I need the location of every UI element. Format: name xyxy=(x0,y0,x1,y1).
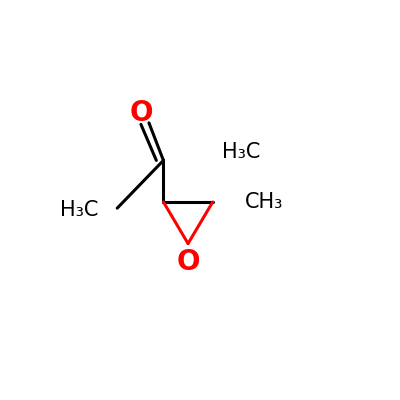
Text: O: O xyxy=(176,248,200,276)
Text: CH₃: CH₃ xyxy=(245,192,284,212)
Text: H₃C: H₃C xyxy=(60,200,99,220)
Text: H₃C: H₃C xyxy=(222,142,260,162)
Text: O: O xyxy=(130,99,154,127)
